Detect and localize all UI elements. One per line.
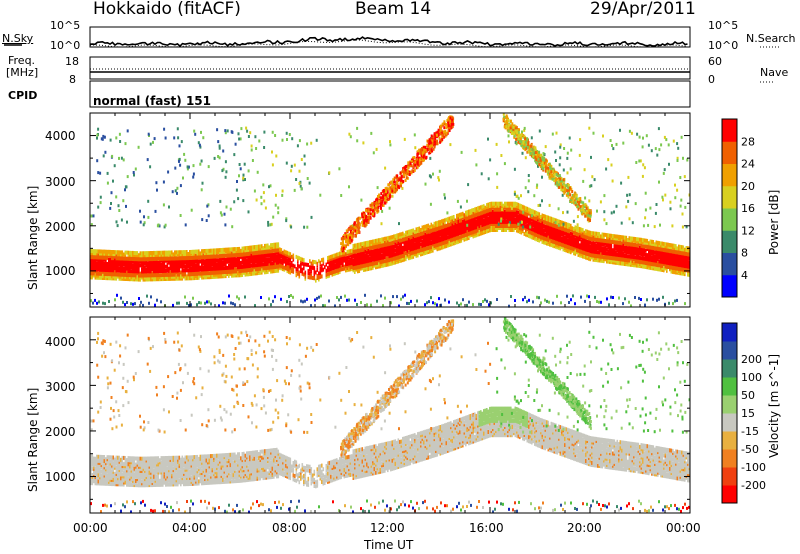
freq-label: Freq. (8, 54, 36, 67)
noise-sky-label: N.Sky (2, 32, 34, 45)
velocity-colorbar-tick: -50 (741, 443, 759, 456)
xtick-4: 16:00 (469, 521, 504, 535)
beam-title: Beam 14 (355, 0, 432, 19)
noise-sky-line (89, 36, 688, 48)
velocity-colorbar-swatch (722, 485, 737, 504)
velocity-colorbar-swatch (722, 467, 737, 486)
xtick-1: 04:00 (172, 521, 207, 535)
velocity-colorbar-swatch (722, 377, 737, 396)
power-colorbar-tick: 4 (741, 269, 748, 282)
power-colorbar-swatch (722, 119, 737, 142)
x-axis-label: Time UT (364, 538, 414, 552)
cpid-panel-frame (89, 80, 691, 108)
power-colorbar-swatch (722, 230, 737, 253)
velocity-colorbar-tick: 100 (741, 371, 762, 384)
xtick-2: 08:00 (272, 521, 307, 535)
velocity-colorbar-swatch (722, 413, 737, 432)
velocity-colorbar-tick: 200 (741, 353, 762, 366)
cpid-mode-text: normal (fast) 151 (93, 94, 211, 108)
velocity-colorbar-swatch (722, 431, 737, 450)
power-ytick-4000: 4000 (45, 129, 76, 143)
power-ytick-2000: 2000 (45, 220, 76, 234)
velocity-colorbar-tick: -200 (741, 479, 766, 492)
power-colorbar-tick: 20 (741, 180, 755, 193)
power-colorbar-swatch (722, 163, 737, 187)
cpid-label: CPID (8, 89, 38, 102)
xtick-5: 20:00 (567, 521, 602, 535)
date-title: 29/Apr/2011 (590, 0, 696, 19)
freq-unit-label: [MHz] (6, 66, 39, 79)
xtick-0: 00:00 (73, 521, 108, 535)
noise-search-line (89, 39, 688, 48)
power-colorbar-swatch (722, 274, 737, 298)
power-colorbar-tick: 16 (741, 202, 755, 215)
velocity-colorbar-frame (721, 322, 738, 504)
noise-panel-frame (89, 26, 691, 48)
noise-search-label: N.Search (746, 32, 796, 45)
nave-label: Nave (760, 66, 789, 79)
power-echo-cells (90, 112, 691, 308)
velocity-ytick-2000: 2000 (45, 425, 76, 439)
freq-panel-frame (89, 56, 691, 80)
xtick-6: 00:00 (666, 521, 701, 535)
power-ytick-3000: 3000 (45, 175, 76, 189)
power-colorbar-swatch (722, 252, 737, 276)
velocity-colorbar-swatch (722, 449, 737, 468)
noise-left-tick-low: 10^0 (50, 39, 81, 52)
power-ytick-1000: 1000 (45, 264, 76, 278)
velocity-ytick-1000: 1000 (45, 470, 76, 484)
velocity-echo-cells (90, 316, 691, 514)
nave-tick-high: 60 (708, 55, 722, 68)
power-colorbar-swatch (722, 208, 737, 231)
noise-right-tick-high: 10^5 (708, 19, 739, 32)
power-colorbar-frame (721, 118, 738, 298)
power-colorbar-swatch (722, 141, 737, 164)
velocity-colorbar-tick: -15 (741, 425, 759, 438)
freq-tick-low: 8 (69, 73, 76, 86)
freq-tick-high: 18 (65, 55, 79, 68)
velocity-ytick-3000: 3000 (45, 380, 76, 394)
velocity-colorbar-swatch (722, 323, 737, 342)
velocity-colorbar-tick: -100 (741, 461, 766, 474)
nave-tick-low: 0 (708, 73, 715, 86)
velocity-colorbar-tick: 15 (741, 407, 755, 420)
velocity-ytick-4000: 4000 (45, 335, 76, 349)
velocity-colorbar-swatch (722, 395, 737, 414)
xtick-3: 12:00 (370, 521, 405, 535)
power-colorbar-tick: 28 (741, 135, 755, 148)
noise-left-tick-high: 10^5 (50, 19, 81, 32)
velocity-colorbar-tick: 50 (741, 389, 755, 402)
power-colorbar-tick: 8 (741, 247, 748, 260)
power-colorbar-swatch (722, 185, 737, 209)
velocity-colorbar-swatch (722, 341, 737, 360)
power-colorbar-tick: 12 (741, 224, 755, 237)
radar-title: Hokkaido (fitACF) (93, 0, 241, 19)
noise-right-tick-low: 10^0 (708, 39, 739, 52)
power-colorbar-tick: 24 (741, 158, 755, 171)
velocity-colorbar-swatch (722, 359, 737, 378)
